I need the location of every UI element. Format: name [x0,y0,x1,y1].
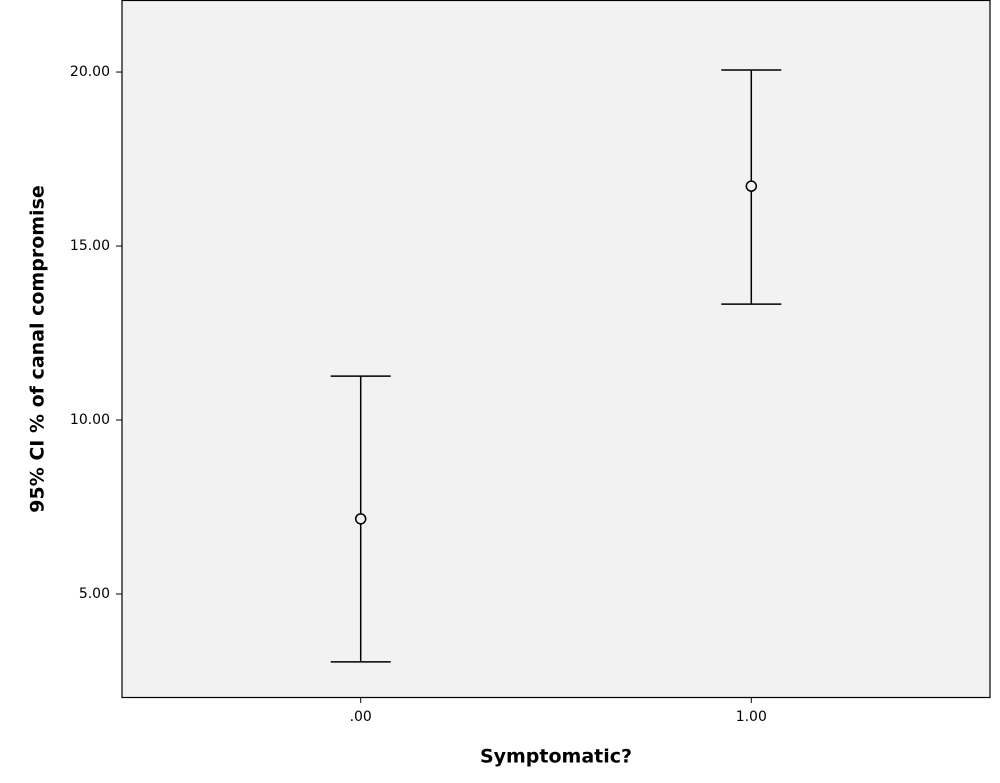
x-axis-title: Symptomatic? [480,746,632,768]
y-tick-label: 20.00 [70,64,110,80]
x-tick-label: .00 [350,709,372,725]
y-tick-label: 5.00 [79,586,110,602]
mean-marker [354,513,367,525]
y-tick-label: 10.00 [70,412,110,428]
y-tick-label: 15.00 [70,238,110,254]
y-axis-title: 95% CI % of canal compromise [27,185,49,513]
mean-marker [745,180,758,192]
x-tick-label: 1.00 [736,709,767,725]
plot-area [121,0,991,699]
